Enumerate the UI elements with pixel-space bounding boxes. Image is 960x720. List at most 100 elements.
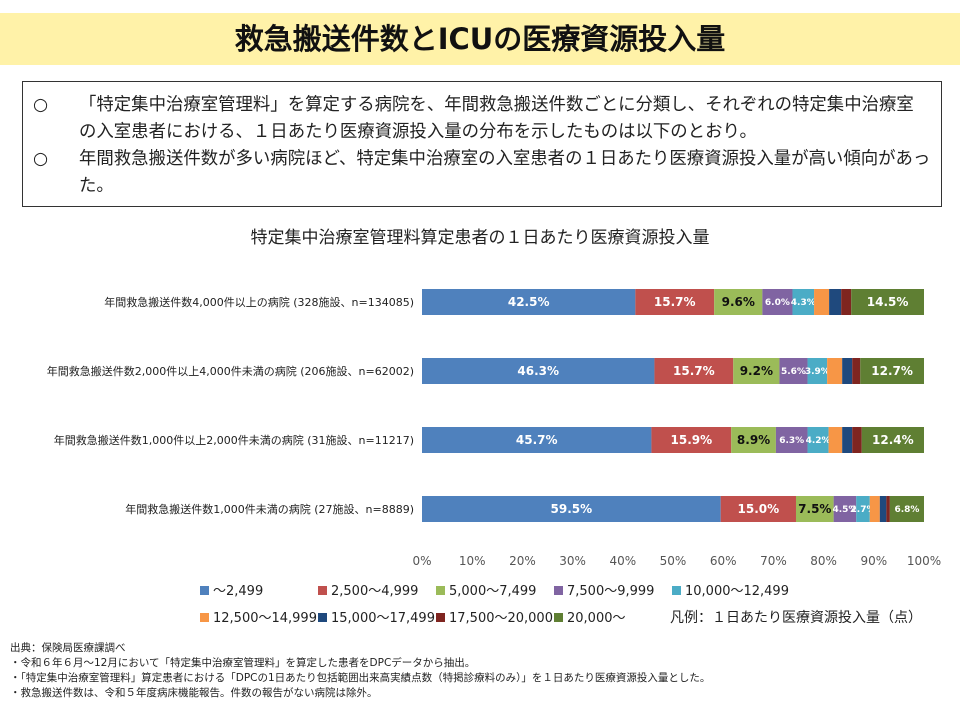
summary-box: ○ 「特定集中治療室管理料」を算定する病院を、年間救急搬送件数ごとに分類し、それ… <box>22 81 942 207</box>
legend-label: 2,500～4,999 <box>331 584 419 599</box>
data-label: 3.9% <box>805 367 830 377</box>
category-label: 年間救急搬送件数4,000件以上の病院 (328施設、n=134085) <box>104 295 414 309</box>
bar-segment <box>654 358 734 384</box>
legend-swatch <box>436 613 445 622</box>
legend-label: 7,500～9,999 <box>567 584 655 599</box>
data-label: 7.5% <box>798 502 831 516</box>
data-label: 6.8% <box>894 505 919 515</box>
legend-swatch <box>200 586 209 595</box>
bar-segment <box>422 358 655 384</box>
bar-segment <box>889 496 924 522</box>
bar-segment <box>860 358 924 384</box>
x-tick-label: 40% <box>609 554 636 568</box>
bar-segment <box>795 496 834 522</box>
bar-segment <box>775 427 808 453</box>
legend-swatch <box>318 586 327 595</box>
legend-swatch <box>436 586 445 595</box>
x-tick-label: 10% <box>459 554 486 568</box>
x-tick-label: 100% <box>907 554 941 568</box>
legend-label: ～2,499 <box>213 584 264 599</box>
data-label: 4.5% <box>832 505 857 515</box>
legend-label: 10,000～12,499 <box>685 584 789 599</box>
x-tick-label: 80% <box>810 554 837 568</box>
bar-segment <box>779 358 808 384</box>
legend-label: 20,000～ <box>567 611 626 626</box>
category-label: 年間救急搬送件数1,000件未満の病院 (27施設、n=8889) <box>125 502 414 516</box>
legend-item: 5,000～7,499 <box>436 580 536 599</box>
bar-segment <box>852 427 862 453</box>
legend-swatch <box>672 586 681 595</box>
legend-swatch <box>318 613 327 622</box>
title-band <box>0 13 960 65</box>
bar-segment <box>762 289 793 315</box>
footnote-line: ・「特定集中治療室管理料」算定患者における「DPCの1日あたり包括範囲出来高実績… <box>10 672 711 684</box>
bar-segment <box>422 496 721 522</box>
legend-item: 12,500～14,999 <box>200 607 317 626</box>
bar-segment <box>731 427 776 453</box>
bar-segment <box>879 496 887 522</box>
bar-segment <box>422 427 652 453</box>
data-label: 9.6% <box>722 295 755 309</box>
bar-segment <box>841 289 852 315</box>
data-label: 6.0% <box>765 298 790 308</box>
bar-segment <box>856 496 870 522</box>
bar-segment <box>842 358 853 384</box>
data-label: 15.7% <box>654 295 696 309</box>
legend-swatch <box>554 586 563 595</box>
data-label: 12.7% <box>871 364 913 378</box>
bullet-circle: ○ <box>33 95 49 115</box>
category-label: 年間救急搬送件数2,000件以上4,000件未満の病院 (206施設、n=620… <box>47 364 414 378</box>
x-tick-label: 30% <box>559 554 586 568</box>
legend-item: 15,000～17,499 <box>318 607 435 626</box>
category-label: 年間救急搬送件数1,000件以上2,000件未満の病院 (31施設、n=1121… <box>54 433 414 447</box>
bar-segment <box>814 289 830 315</box>
data-label: 12.4% <box>872 433 914 447</box>
data-label: 2.7% <box>851 505 876 515</box>
legend-item: 7,500～9,999 <box>554 580 654 599</box>
bar-segment <box>833 496 857 522</box>
summary-line: ○ 「特定集中治療室管理料」を算定する病院を、年間救急搬送件数ごとに分類し、それ… <box>33 92 931 146</box>
bar-segment <box>792 289 815 315</box>
legend-item: 20,000～ <box>554 607 626 626</box>
data-label: 4.2% <box>806 436 831 446</box>
summary-text: 年間救急搬送件数が多い病院ほど、特定集中治療室の入室患者の１日あたり医療資源投入… <box>79 149 931 196</box>
bar-segment <box>886 496 890 522</box>
bar-segment <box>852 358 861 384</box>
bar-segment <box>714 289 763 315</box>
legend-label: 15,000～17,499 <box>331 611 435 626</box>
data-label: 15.7% <box>673 364 715 378</box>
bar-segment <box>733 358 780 384</box>
legend-item: 10,000～12,499 <box>672 580 789 599</box>
bar-segment <box>861 427 924 453</box>
bullet-circle: ○ <box>33 149 49 169</box>
bar-segment <box>651 427 732 453</box>
summary-text: 「特定集中治療室管理料」を算定する病院を、年間救急搬送件数ごとに分類し、それぞれ… <box>79 95 914 142</box>
legend-note: 凡例：１日あたり医療資源投入量（点） <box>670 610 922 626</box>
data-label: 9.2% <box>740 364 773 378</box>
data-label: 42.5% <box>508 295 550 309</box>
data-label: 46.3% <box>517 364 559 378</box>
legend-swatch <box>200 613 209 622</box>
legend-item: 17,500～20,000 <box>436 607 553 626</box>
data-label: 5.6% <box>781 367 806 377</box>
x-tick-label: 0% <box>412 554 431 568</box>
legend-label: 12,500～14,999 <box>213 611 317 626</box>
data-label: 15.0% <box>738 502 780 516</box>
bar-segment <box>720 496 796 522</box>
chart-title: 特定集中治療室管理料算定患者の１日あたり医療資源投入量 <box>250 228 710 248</box>
x-tick-label: 70% <box>760 554 787 568</box>
data-label: 6.3% <box>779 436 804 446</box>
bar-segment <box>807 427 829 453</box>
footnote-line: ・令和６年６月～12月において「特定集中治療室管理料」を算定した患者をDPCデー… <box>10 657 476 669</box>
data-label: 14.5% <box>867 295 909 309</box>
bar-segment <box>827 358 843 384</box>
bar-segment <box>842 427 853 453</box>
footnote-line: ・救急搬送件数は、令和５年度病床機能報告。件数の報告がない病院は除外。 <box>10 687 378 699</box>
x-tick-label: 50% <box>660 554 687 568</box>
legend-item: ～2,499 <box>200 580 263 599</box>
legend-item: 2,500～4,999 <box>318 580 418 599</box>
legend-swatch <box>554 613 563 622</box>
footnote-source: 出典：保険局医療課調べ <box>10 642 126 654</box>
footnotes: 出典：保険局医療課調べ ・令和６年６月～12月において「特定集中治療室管理料」を… <box>10 641 710 701</box>
